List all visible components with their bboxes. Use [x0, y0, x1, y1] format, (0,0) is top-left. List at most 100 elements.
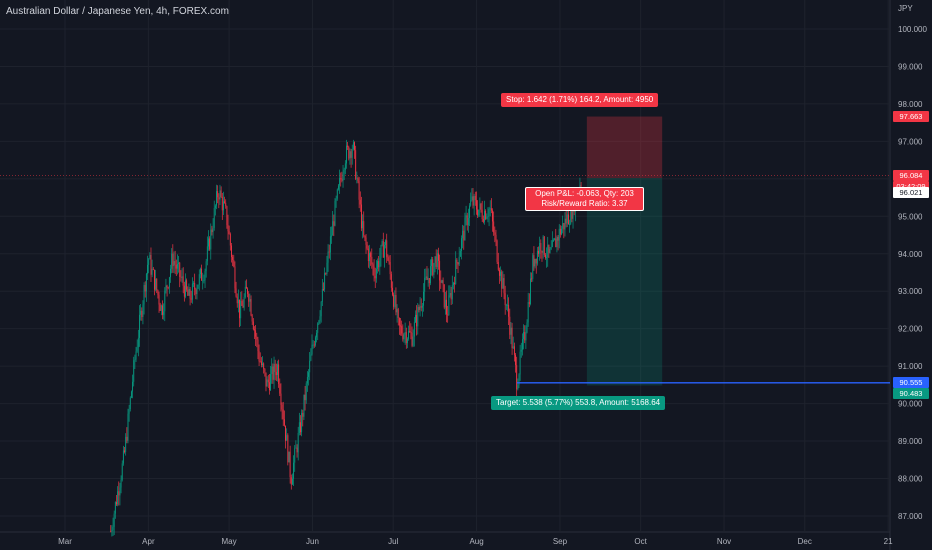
candle-body	[167, 287, 169, 289]
candle-body	[265, 372, 267, 387]
y-tick-label: 98.000	[898, 100, 923, 109]
candle-body	[455, 259, 457, 285]
candle-body	[547, 244, 549, 258]
candle-body	[458, 256, 460, 265]
candle-body	[405, 332, 407, 344]
x-tick-label: Nov	[717, 537, 731, 546]
candle-body	[159, 304, 161, 311]
x-tick-label: 21	[884, 537, 893, 546]
candle-body	[280, 393, 282, 405]
candle-body	[137, 337, 139, 348]
candle-body	[517, 385, 519, 390]
candle-body	[156, 278, 158, 291]
candle-body	[228, 231, 230, 235]
candle-body	[393, 294, 395, 307]
y-tick-label: 100.000	[898, 25, 927, 34]
candle-body	[170, 268, 171, 278]
x-tick-label: Aug	[469, 537, 483, 546]
candle-body	[395, 294, 397, 313]
candle-body	[418, 307, 420, 311]
candle-body	[135, 351, 137, 360]
candle-body	[162, 305, 163, 315]
candle-body	[328, 251, 330, 253]
candle-body	[482, 219, 484, 222]
candle-body	[243, 297, 245, 308]
candle-body	[117, 491, 119, 505]
candle-body	[211, 229, 213, 233]
candle-body	[373, 266, 375, 276]
candle-body	[379, 257, 381, 268]
candle-body	[409, 331, 411, 332]
candle-body	[140, 310, 142, 315]
candle-body	[548, 244, 550, 253]
candle-body	[189, 288, 191, 299]
candle-body	[541, 251, 543, 253]
candle-body	[543, 236, 545, 255]
candle-body	[467, 217, 469, 226]
candle-body	[171, 253, 173, 269]
candle-body	[564, 218, 566, 230]
candle-body	[381, 241, 383, 246]
candle-body	[313, 344, 315, 346]
candle-body	[293, 462, 295, 479]
y-tick-label: 92.000	[898, 325, 923, 334]
candle-body	[333, 221, 335, 226]
candle-body	[388, 260, 390, 263]
candle-body	[459, 250, 461, 257]
candle-body	[163, 311, 165, 315]
candle-body	[314, 337, 316, 346]
candle-body	[214, 205, 216, 209]
candle-body	[308, 372, 309, 377]
candle-body	[550, 247, 552, 249]
candle-body	[176, 263, 178, 269]
candle-body	[382, 241, 384, 258]
candle-body	[567, 214, 569, 225]
stop-zone	[586, 116, 663, 179]
candle-body	[242, 305, 244, 308]
candle-body	[533, 255, 535, 267]
candle-body	[357, 178, 359, 182]
candle-body	[282, 409, 284, 420]
candle-body	[363, 221, 365, 236]
candle-body	[456, 259, 458, 263]
candle-body	[326, 262, 328, 274]
candle-body	[336, 189, 338, 199]
x-tick-label: Oct	[634, 537, 647, 546]
candle-body	[266, 379, 268, 387]
candle-body	[344, 163, 346, 170]
y-tick-label: 99.000	[898, 62, 923, 71]
candle-body	[408, 331, 410, 339]
time-axis[interactable]: Mar Apr May Jun Jul Aug Sep Oct Nov Dec 21	[58, 537, 893, 546]
candle-body	[283, 419, 285, 426]
candle-body	[133, 360, 135, 382]
candle-body	[244, 286, 246, 298]
candle-body	[485, 210, 487, 219]
candle-body	[118, 491, 120, 496]
candle-body	[335, 198, 337, 201]
candle-body	[442, 280, 444, 285]
candle-body	[295, 447, 297, 449]
candle-body	[439, 260, 441, 281]
candle-body	[198, 274, 200, 285]
candle-body	[270, 374, 272, 391]
target-label: Target: 5.538 (5.77%) 553.8, Amount: 516…	[491, 396, 666, 410]
candle-body	[188, 288, 190, 296]
candle-body	[389, 262, 391, 275]
price-axis[interactable]: 100.00099.00098.00097.00096.00095.00094.…	[898, 25, 927, 521]
candle-body	[380, 245, 382, 258]
candle-body	[329, 236, 331, 253]
candle-body	[429, 266, 431, 284]
symbol-title[interactable]: Australian Dollar / Japanese Yen, 4h, FO…	[6, 6, 229, 17]
candle-body	[446, 299, 447, 315]
candle-body	[260, 361, 262, 366]
candle-body	[360, 204, 362, 229]
candle-body	[486, 216, 488, 219]
candle-body	[479, 203, 481, 210]
candle-body	[196, 288, 198, 295]
candle-body	[193, 283, 194, 284]
candle-body	[450, 293, 452, 300]
candle-body	[157, 290, 159, 295]
candle-body	[241, 300, 243, 306]
